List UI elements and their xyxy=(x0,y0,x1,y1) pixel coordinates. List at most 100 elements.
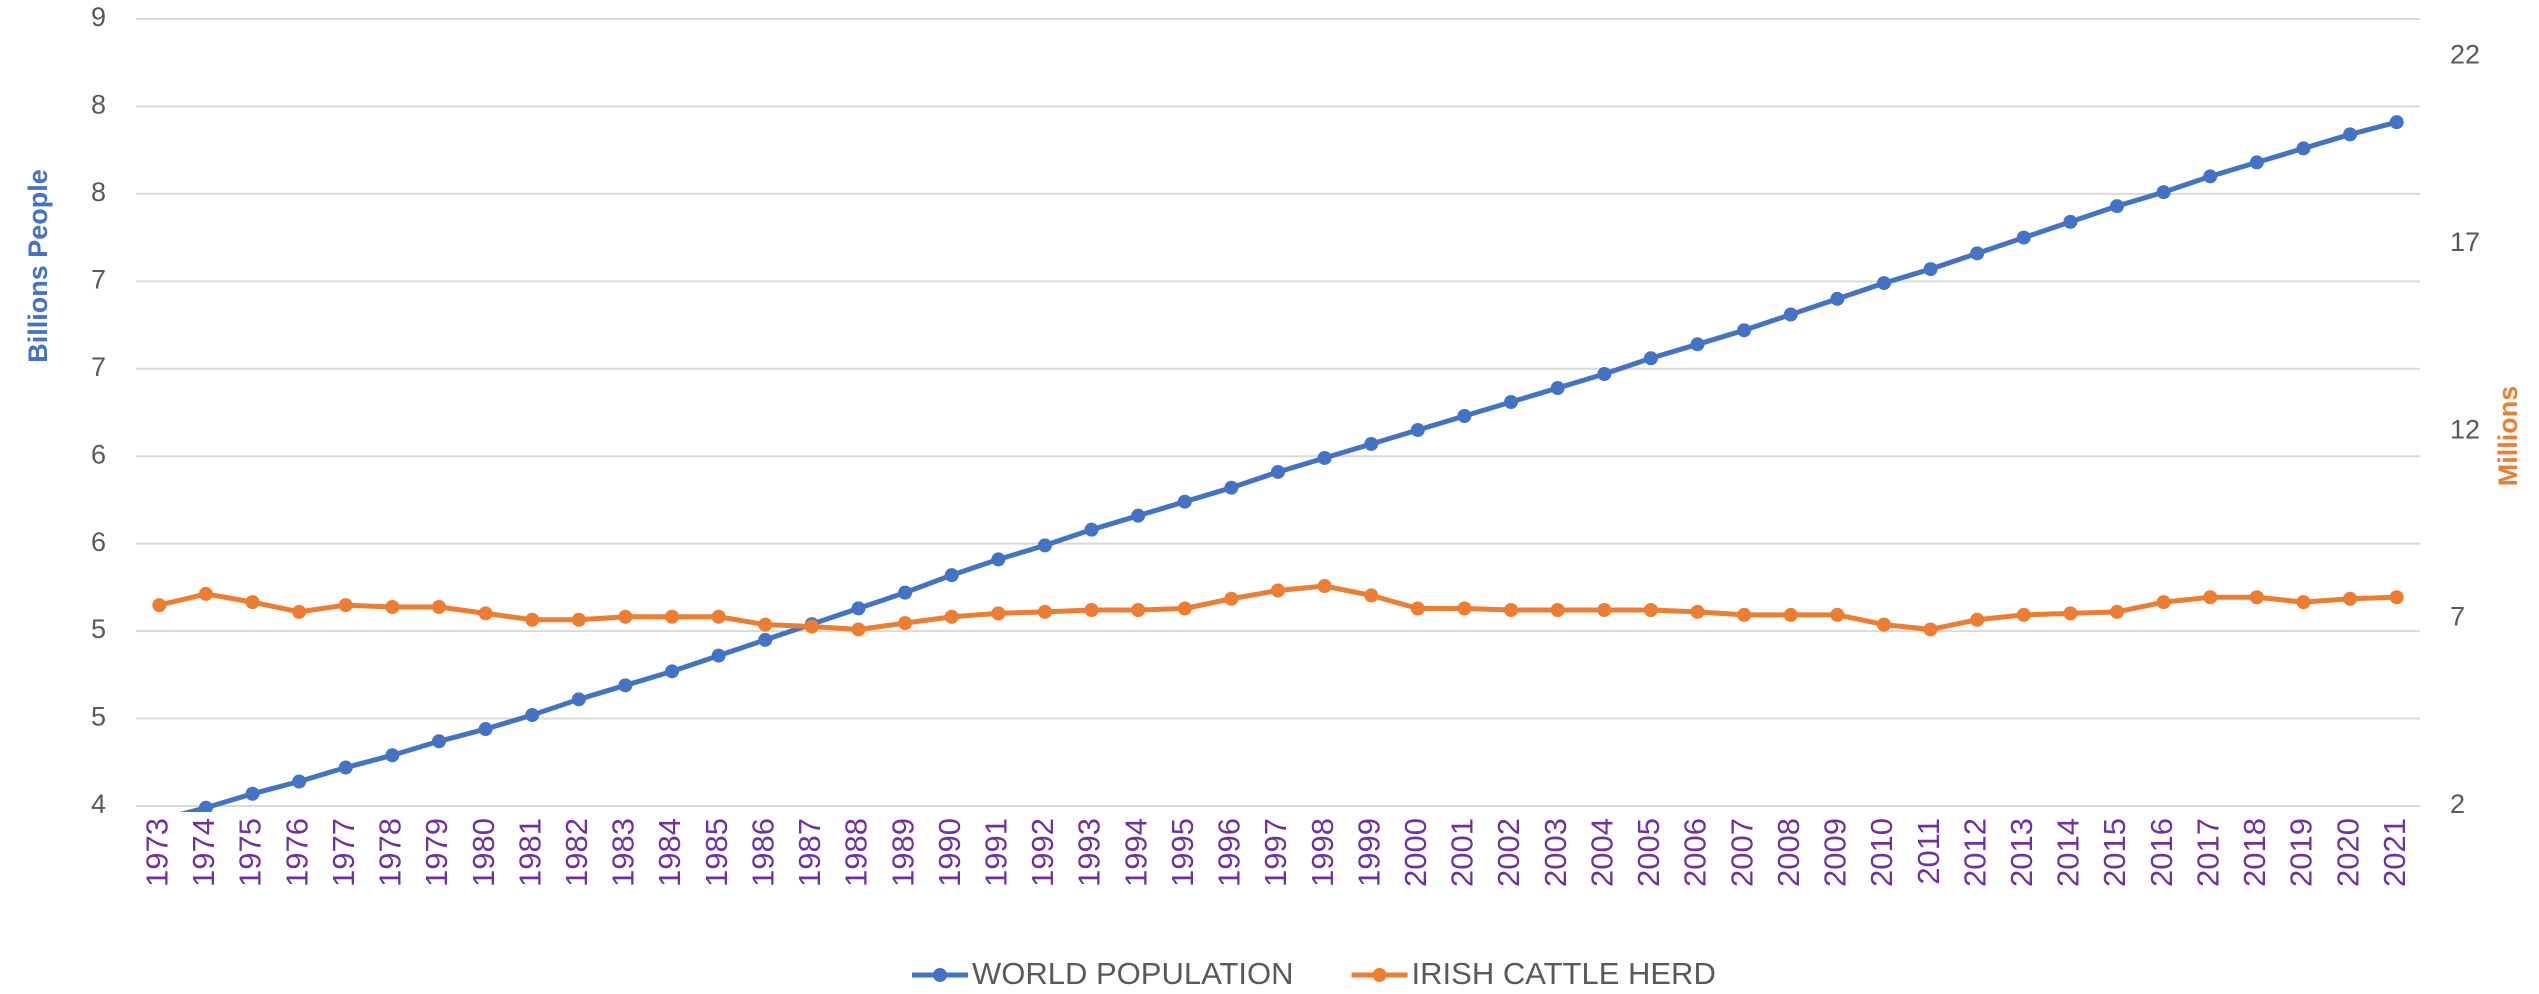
legend-label: WORLD POPULATION xyxy=(972,956,1294,991)
y2-tick-label: 12 xyxy=(2450,414,2480,444)
y-tick-label: 7 xyxy=(91,352,106,382)
data-point xyxy=(618,678,633,693)
x-tick-label: 2017 xyxy=(2190,818,2225,887)
x-tick-label: 2021 xyxy=(2377,818,2412,887)
x-tick-label: 1988 xyxy=(839,818,874,887)
data-point xyxy=(991,606,1006,621)
data-point xyxy=(2296,141,2311,156)
data-point xyxy=(2016,230,2031,245)
data-point xyxy=(2389,115,2404,130)
data-point xyxy=(571,612,586,627)
data-point xyxy=(1177,601,1192,616)
data-point xyxy=(2156,185,2171,200)
x-tick-label: 2013 xyxy=(2004,818,2039,887)
data-point xyxy=(338,598,353,613)
data-point xyxy=(338,760,353,775)
data-point xyxy=(2016,607,2031,622)
data-point xyxy=(1830,607,1845,622)
x-tick-label: 1974 xyxy=(186,818,221,887)
y2-tick-label: 17 xyxy=(2450,227,2480,257)
data-point xyxy=(152,598,167,613)
y-tick-label: 6 xyxy=(91,439,106,469)
y-tick-label: 6 xyxy=(91,527,106,557)
data-point xyxy=(711,609,726,624)
x-tick-label: 1985 xyxy=(699,818,734,887)
data-point xyxy=(1737,323,1752,338)
data-point xyxy=(2156,595,2171,610)
data-point xyxy=(618,609,633,624)
x-tick-label: 2009 xyxy=(1818,818,1853,887)
x-tick-label: 2020 xyxy=(2330,818,2365,887)
data-point xyxy=(1504,602,1519,617)
data-point xyxy=(1131,508,1146,523)
data-point xyxy=(431,600,446,615)
data-point xyxy=(1457,408,1472,423)
data-point xyxy=(1317,579,1332,594)
data-point xyxy=(478,722,493,737)
x-tick-label: 2000 xyxy=(1398,818,1433,887)
data-point xyxy=(1317,450,1332,465)
data-point xyxy=(1037,604,1052,619)
data-point xyxy=(1643,602,1658,617)
data-point xyxy=(1876,276,1891,291)
data-point xyxy=(245,595,260,610)
data-point xyxy=(1084,522,1099,537)
data-point xyxy=(1783,307,1798,322)
data-point xyxy=(1597,367,1612,382)
x-tick-label: 2015 xyxy=(2097,818,2132,887)
data-point xyxy=(1923,262,1938,277)
data-point xyxy=(1690,337,1705,352)
data-point xyxy=(991,552,1006,567)
data-point xyxy=(804,619,819,634)
y-tick-label: 8 xyxy=(91,177,106,207)
data-point xyxy=(758,617,773,632)
data-point xyxy=(1550,602,1565,617)
data-point xyxy=(2249,590,2264,605)
data-point xyxy=(1737,607,1752,622)
data-point xyxy=(525,612,540,627)
y2-tick-label: 22 xyxy=(2450,40,2480,70)
plot-area xyxy=(152,115,2404,812)
x-tick-label: 2007 xyxy=(1724,818,1759,887)
x-tick-label: 1982 xyxy=(559,818,594,887)
data-point xyxy=(1037,538,1052,553)
x-tick-label: 2005 xyxy=(1631,818,1666,887)
legend-marker xyxy=(1372,968,1387,982)
x-tick-label: 1995 xyxy=(1165,818,1200,887)
data-point xyxy=(1504,395,1519,410)
data-point xyxy=(1690,604,1705,619)
x-tick-label: 2012 xyxy=(1957,818,1992,887)
x-tick-label: 2008 xyxy=(1771,818,1806,887)
data-point xyxy=(2110,604,2125,619)
y-tick-label: 8 xyxy=(91,90,106,120)
data-point xyxy=(1177,494,1192,509)
x-tick-label: 1975 xyxy=(233,818,268,887)
x-tick-label: 1976 xyxy=(279,818,314,887)
data-point xyxy=(758,632,773,647)
data-point xyxy=(1364,436,1379,451)
data-point xyxy=(1970,612,1985,627)
x-tick-label: 1996 xyxy=(1212,818,1247,887)
data-point xyxy=(944,568,959,583)
data-point xyxy=(1224,591,1239,606)
data-point xyxy=(1876,617,1891,632)
x-tick-label: 2016 xyxy=(2144,818,2179,887)
data-point xyxy=(1271,464,1285,479)
data-point xyxy=(2203,169,2218,184)
y-tick-label: 5 xyxy=(91,702,106,732)
x-tick-label: 1992 xyxy=(1025,818,1060,887)
x-tick-label: 1991 xyxy=(979,818,1014,887)
data-point xyxy=(385,600,400,615)
data-point xyxy=(292,774,307,789)
data-point xyxy=(198,586,213,601)
x-tick-label: 2003 xyxy=(1538,818,1573,887)
y2-axis-title: Millions xyxy=(2493,386,2523,487)
data-point xyxy=(711,648,726,663)
data-point xyxy=(2389,590,2404,605)
y-tick-label: 9 xyxy=(91,2,106,32)
x-tick-label: 1997 xyxy=(1258,818,1293,887)
y2-tick-label: 2 xyxy=(2450,789,2465,819)
x-tick-label: 1986 xyxy=(745,818,780,887)
y-tick-label: 7 xyxy=(91,264,106,294)
